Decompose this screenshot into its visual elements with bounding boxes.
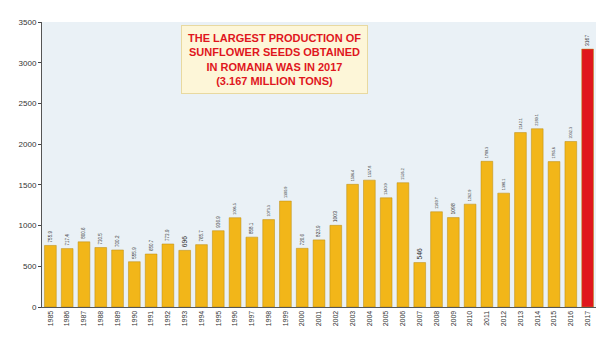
svg-text:1999: 1999 [282,311,289,327]
svg-text:1993: 1993 [181,311,188,327]
svg-text:1994: 1994 [198,311,205,327]
svg-text:823.9: 823.9 [316,225,321,237]
svg-text:555.9: 555.9 [132,247,137,259]
svg-text:1003: 1003 [332,211,338,223]
svg-text:730.5: 730.5 [98,233,103,245]
svg-text:696: 696 [181,236,188,248]
svg-text:1789.3: 1789.3 [485,147,489,158]
svg-text:2500: 2500 [19,99,37,108]
svg-text:2032.3: 2032.3 [569,127,573,138]
svg-text:1500: 1500 [19,181,37,190]
svg-text:1169.7: 1169.7 [435,197,439,208]
svg-text:1557.8: 1557.8 [368,166,372,177]
svg-text:2014: 2014 [534,311,541,327]
svg-text:1988: 1988 [97,311,104,327]
svg-text:1073.3: 1073.3 [267,205,271,216]
svg-text:1991: 1991 [147,311,154,327]
svg-text:1340.9: 1340.9 [384,183,388,194]
svg-text:1986: 1986 [63,311,70,327]
svg-text:1995: 1995 [215,311,222,327]
svg-text:1098: 1098 [450,203,456,215]
svg-text:1000: 1000 [19,221,37,230]
svg-text:650.7: 650.7 [149,239,154,251]
svg-text:2008: 2008 [433,311,440,327]
svg-text:2005: 2005 [382,311,389,327]
svg-text:1997: 1997 [248,311,255,327]
svg-text:755.9: 755.9 [48,231,53,243]
svg-text:1985: 1985 [47,311,54,327]
svg-text:2004: 2004 [366,311,373,327]
svg-text:700.2: 700.2 [115,235,120,247]
svg-text:1262.9: 1262.9 [468,190,472,201]
svg-text:2009: 2009 [450,311,457,327]
svg-text:1996: 1996 [231,311,238,327]
svg-text:2011: 2011 [483,311,490,326]
svg-text:2006: 2006 [399,311,406,327]
svg-text:936.9: 936.9 [216,216,221,228]
svg-text:2012: 2012 [500,311,507,327]
svg-text:2007: 2007 [416,311,423,327]
svg-text:1506.4: 1506.4 [351,170,355,181]
svg-text:THE LARGEST PRODUCTION OFSUNFL: THE LARGEST PRODUCTION OFSUNFLOWER SEEDS… [188,32,361,87]
svg-text:3000: 3000 [19,59,37,68]
svg-text:500: 500 [23,262,37,271]
svg-text:773.9: 773.9 [165,229,170,241]
svg-text:858.1: 858.1 [249,222,254,234]
svg-text:1300.9: 1300.9 [284,187,288,198]
svg-text:2017: 2017 [584,311,591,327]
svg-text:2001: 2001 [315,311,322,327]
svg-text:3500: 3500 [19,18,37,27]
svg-text:2010: 2010 [466,311,473,327]
svg-text:2000: 2000 [19,140,37,149]
svg-text:765.7: 765.7 [199,230,204,242]
svg-text:1096.5: 1096.5 [233,203,237,214]
svg-text:1998: 1998 [265,311,272,327]
svg-text:720.6: 720.6 [300,233,305,245]
svg-text:2000: 2000 [298,311,305,327]
svg-text:1987: 1987 [80,311,87,327]
svg-text:2142.1: 2142.1 [519,118,523,129]
svg-text:1526.2: 1526.2 [401,168,405,179]
svg-text:0: 0 [32,303,37,312]
svg-text:1785.6: 1785.6 [552,147,556,158]
svg-text:2015: 2015 [550,311,557,327]
svg-text:2016: 2016 [567,311,574,327]
svg-text:1989: 1989 [114,311,121,327]
svg-text:1990: 1990 [131,311,138,327]
svg-text:717.4: 717.4 [65,234,70,246]
svg-text:800.6: 800.6 [81,227,86,239]
svg-text:2002: 2002 [332,311,339,327]
svg-text:2013: 2013 [517,311,524,327]
svg-text:3167: 3167 [584,35,590,47]
svg-text:2003: 2003 [349,311,356,327]
svg-text:1992: 1992 [164,311,171,327]
svg-text:546: 546 [416,248,423,260]
svg-text:1398.1: 1398.1 [502,179,506,190]
svg-text:2189.1: 2189.1 [535,114,539,125]
